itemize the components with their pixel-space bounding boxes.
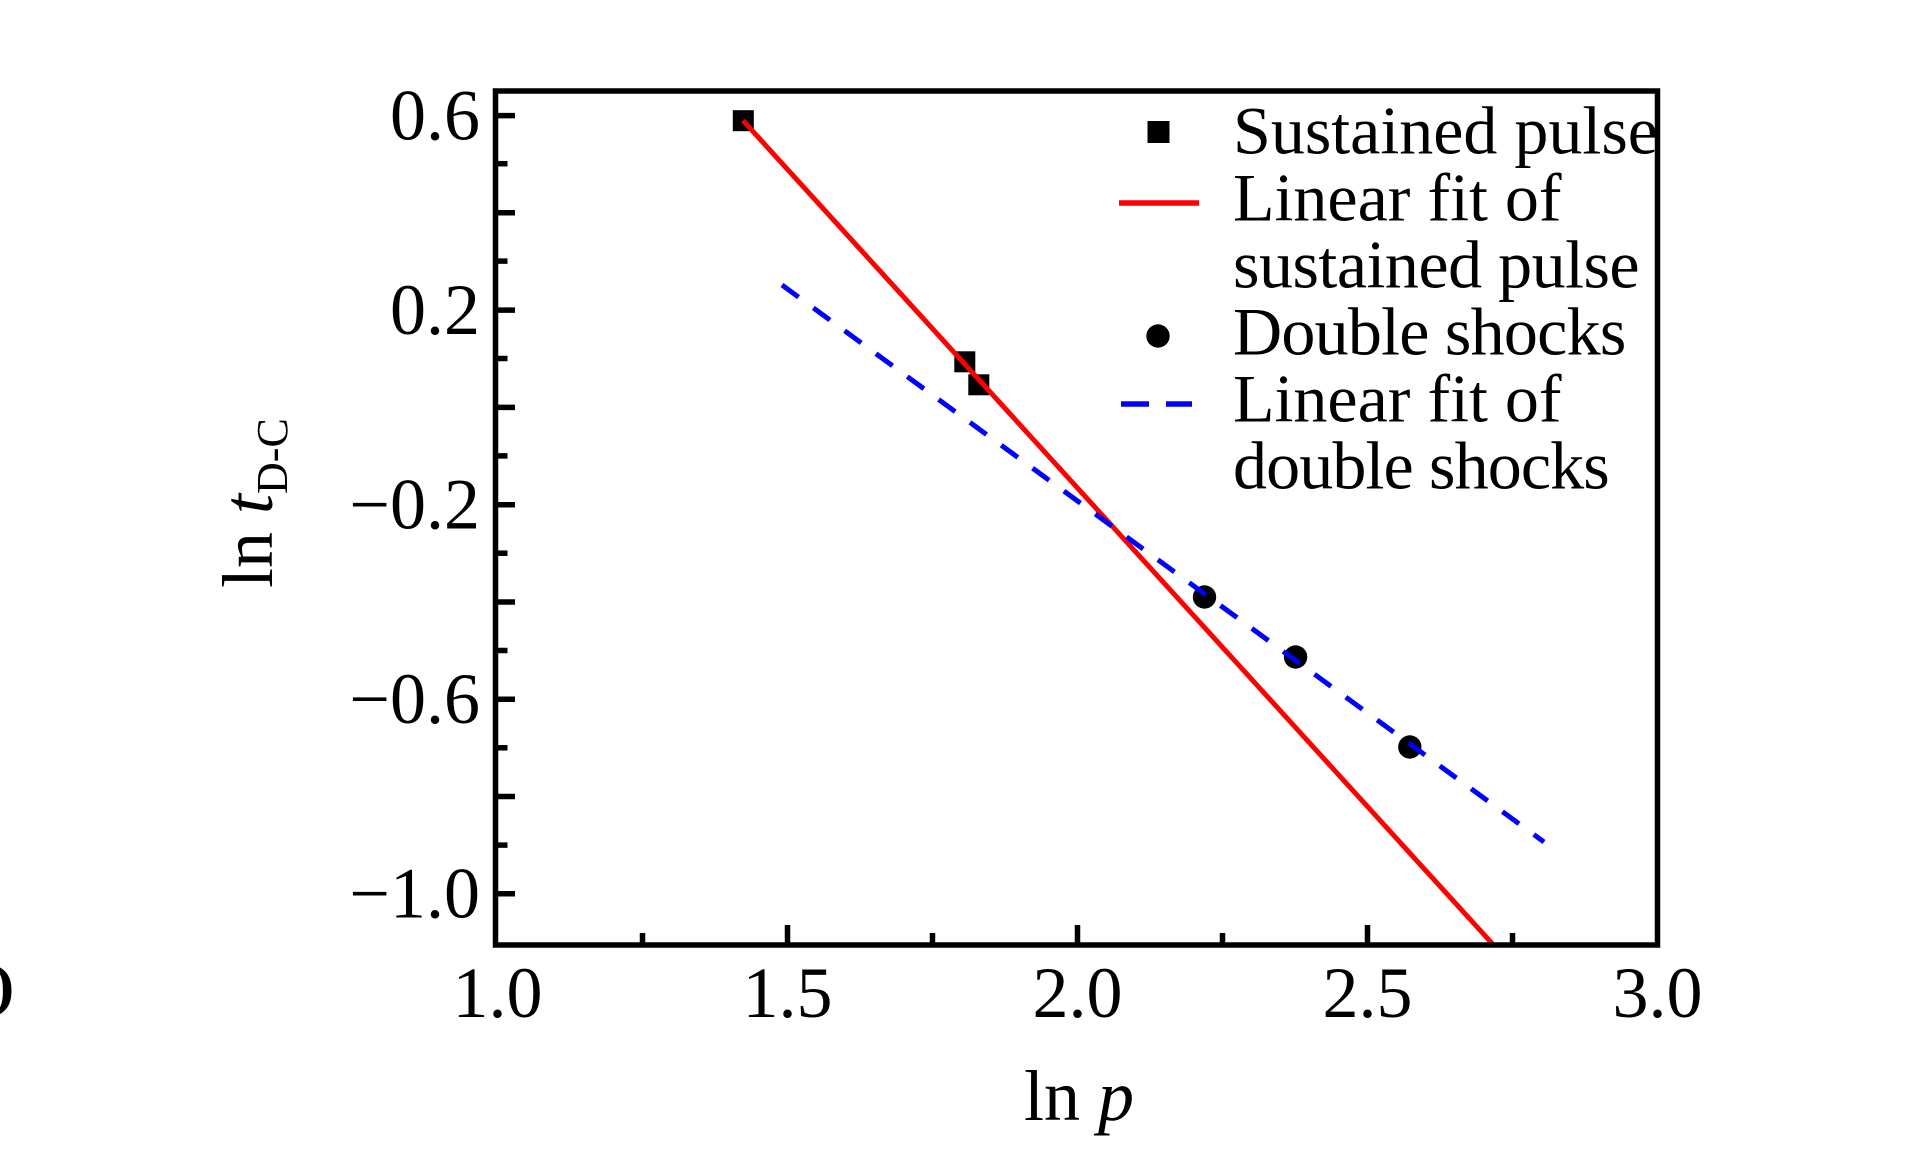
svg-text:−0.6: −0.6: [349, 659, 480, 739]
svg-text:double shocks: double shocks: [1233, 428, 1609, 504]
svg-text:−1.0: −1.0: [349, 854, 480, 934]
svg-text:ln p: ln p: [1024, 1056, 1134, 1136]
svg-text:2.0: 2.0: [1033, 953, 1123, 1033]
svg-text:Sustained pulse: Sustained pulse: [1233, 93, 1658, 169]
svg-text:−0.2: −0.2: [349, 464, 480, 544]
svg-text:0.2: 0.2: [390, 270, 480, 350]
svg-text:Linear fit of: Linear fit of: [1233, 160, 1562, 236]
svg-text:3.0: 3.0: [1613, 953, 1703, 1033]
svg-text:0.6: 0.6: [390, 75, 480, 155]
svg-text:2.5: 2.5: [1323, 953, 1413, 1033]
svg-text:): ): [0, 958, 13, 1016]
svg-text:1.0: 1.0: [453, 953, 543, 1033]
svg-text:sustained pulse: sustained pulse: [1233, 227, 1639, 303]
svg-text:Linear fit of: Linear fit of: [1233, 361, 1562, 437]
svg-text:Double shocks: Double shocks: [1233, 294, 1626, 370]
svg-text:ln tD-C: ln tD-C: [208, 418, 297, 588]
svg-text:1.5: 1.5: [743, 953, 833, 1033]
